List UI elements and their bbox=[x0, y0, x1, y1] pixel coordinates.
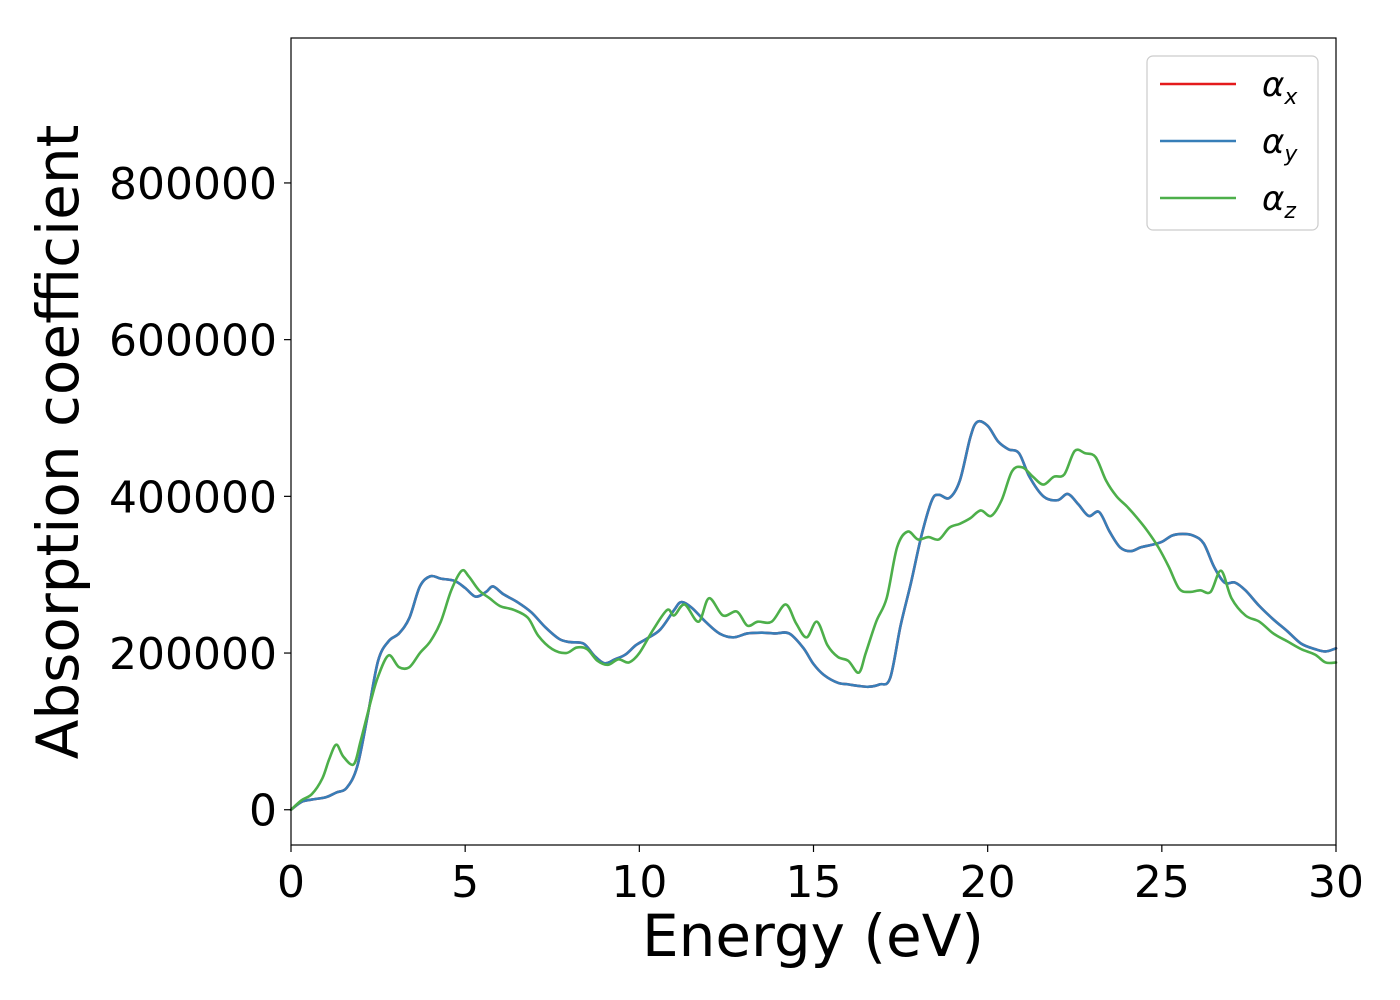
y-axis-label: Absorption coefficient bbox=[24, 125, 92, 760]
y-tick-label: 0 bbox=[249, 786, 277, 837]
y-tick-label: 400000 bbox=[109, 472, 277, 523]
x-tick-label: 15 bbox=[786, 857, 842, 908]
x-tick-label: 10 bbox=[611, 857, 667, 908]
y-tick-label: 200000 bbox=[109, 629, 277, 680]
y-tick-label: 600000 bbox=[109, 316, 277, 367]
x-axis-label: Energy (eV) bbox=[642, 902, 984, 970]
y-tick-label: 800000 bbox=[109, 159, 277, 210]
series-layer bbox=[289, 419, 1338, 812]
legend-label-x: αx bbox=[1262, 65, 1298, 110]
x-tick-label: 0 bbox=[277, 857, 305, 908]
legend-box bbox=[1146, 55, 1319, 231]
x-tick-label: 20 bbox=[960, 857, 1016, 908]
series-line-z bbox=[289, 448, 1338, 812]
x-tick-label: 30 bbox=[1308, 857, 1364, 908]
tick-layer: 0 5 10 15 20 25 30 0 200000 400000 600000 800000 bbox=[109, 159, 1364, 908]
x-tick-label: 5 bbox=[451, 857, 479, 908]
x-tick-label: 25 bbox=[1134, 857, 1190, 908]
